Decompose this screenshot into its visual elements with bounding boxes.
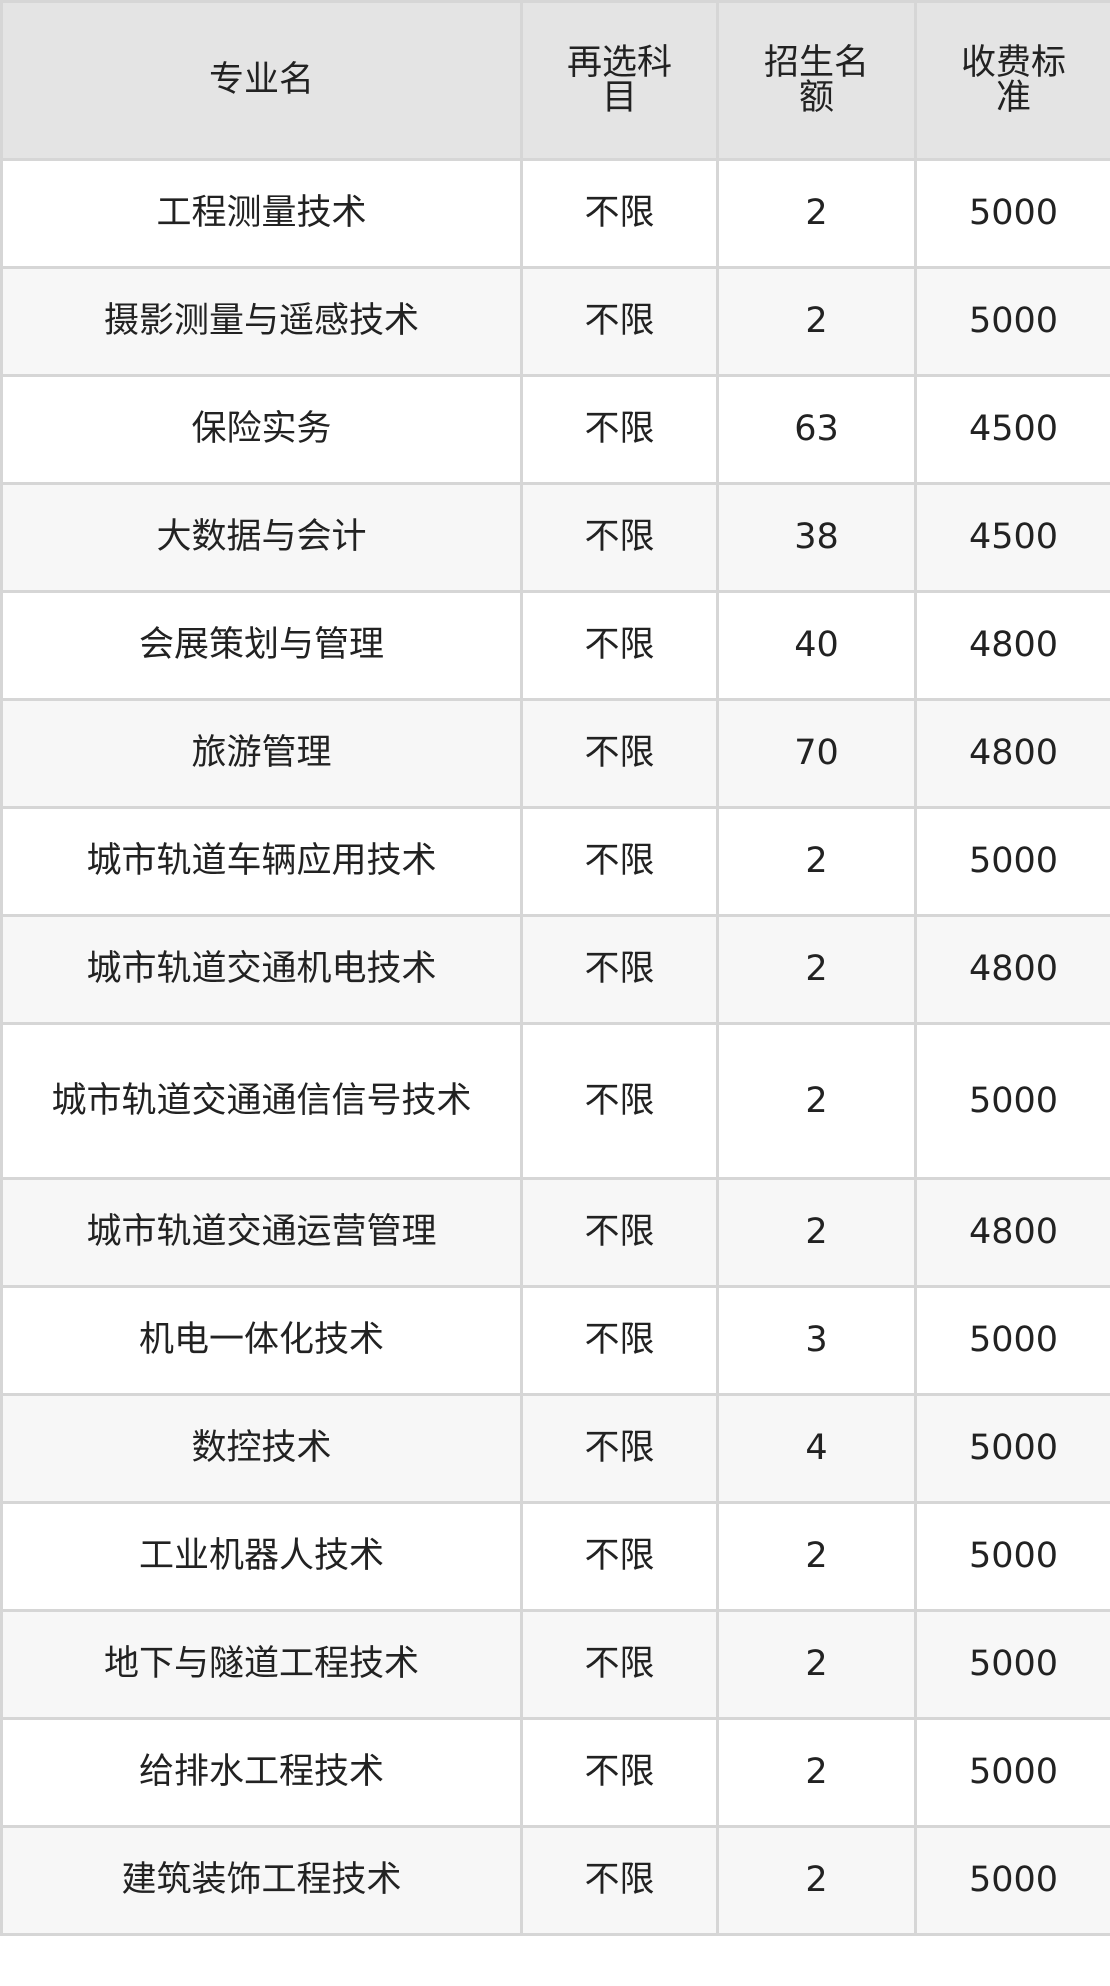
tuition-cell: 4500: [914, 374, 1110, 485]
header-elective-subject: 再选科目: [520, 0, 719, 161]
enrollment-quota-cell: 2: [716, 158, 917, 269]
table-row: 给排水工程技术 不限 2 5000: [0, 1717, 1110, 1828]
tuition-cell: 5000: [914, 1022, 1110, 1180]
tuition-cell: 5000: [914, 1717, 1110, 1828]
elective-subject-cell: 不限: [520, 1177, 719, 1288]
enrollment-quota-cell: 2: [716, 1177, 917, 1288]
tuition-cell: 5000: [914, 1609, 1110, 1720]
tuition-cell: 4800: [914, 1177, 1110, 1288]
major-name-cell: 城市轨道交通机电技术: [0, 914, 523, 1025]
major-name-cell: 给排水工程技术: [0, 1717, 523, 1828]
elective-subject-cell: 不限: [520, 590, 719, 701]
major-name-cell: 大数据与会计: [0, 482, 523, 593]
enrollment-quota-cell: 70: [716, 698, 917, 809]
enrollment-quota-cell: 2: [716, 1717, 917, 1828]
enrollment-quota-cell: 2: [716, 1825, 917, 1936]
header-major-name: 专业名: [0, 0, 523, 161]
major-name-cell: 旅游管理: [0, 698, 523, 809]
table-row: 建筑装饰工程技术 不限 2 5000: [0, 1825, 1110, 1936]
enrollment-quota-cell: 4: [716, 1393, 917, 1504]
elective-subject-cell: 不限: [520, 1825, 719, 1936]
tuition-cell: 4800: [914, 590, 1110, 701]
header-tuition: 收费标准: [914, 0, 1110, 161]
table-row: 数控技术 不限 4 5000: [0, 1393, 1110, 1504]
major-name-cell: 城市轨道交通运营管理: [0, 1177, 523, 1288]
table-row: 旅游管理 不限 70 4800: [0, 698, 1110, 809]
elective-subject-cell: 不限: [520, 1393, 719, 1504]
enrollment-quota-cell: 40: [716, 590, 917, 701]
tuition-cell: 5000: [914, 1825, 1110, 1936]
major-name-cell: 工业机器人技术: [0, 1501, 523, 1612]
tuition-cell: 4800: [914, 914, 1110, 1025]
enrollment-quota-cell: 2: [716, 1022, 917, 1180]
table-row: 城市轨道车辆应用技术 不限 2 5000: [0, 806, 1110, 917]
major-name-cell: 地下与隧道工程技术: [0, 1609, 523, 1720]
table-row: 工业机器人技术 不限 2 5000: [0, 1501, 1110, 1612]
enrollment-quota-cell: 2: [716, 1609, 917, 1720]
major-name-cell: 建筑装饰工程技术: [0, 1825, 523, 1936]
table-row: 摄影测量与遥感技术 不限 2 5000: [0, 266, 1110, 377]
tuition-cell: 5000: [914, 1285, 1110, 1396]
enrollment-quota-cell: 38: [716, 482, 917, 593]
elective-subject-cell: 不限: [520, 266, 719, 377]
elective-subject-cell: 不限: [520, 158, 719, 269]
table-row: 大数据与会计 不限 38 4500: [0, 482, 1110, 593]
enrollment-quota-cell: 2: [716, 914, 917, 1025]
header-row: 专业名 再选科目 招生名额 收费标准: [0, 0, 1110, 161]
elective-subject-cell: 不限: [520, 698, 719, 809]
tuition-cell: 5000: [914, 158, 1110, 269]
tuition-cell: 4800: [914, 698, 1110, 809]
table-row: 地下与隧道工程技术 不限 2 5000: [0, 1609, 1110, 1720]
tuition-cell: 5000: [914, 1393, 1110, 1504]
elective-subject-cell: 不限: [520, 1609, 719, 1720]
major-name-cell: 会展策划与管理: [0, 590, 523, 701]
elective-subject-cell: 不限: [520, 806, 719, 917]
elective-subject-cell: 不限: [520, 1022, 719, 1180]
table-row: 城市轨道交通通信信号技术 不限 2 5000: [0, 1022, 1110, 1180]
header-enrollment-quota: 招生名额: [716, 0, 917, 161]
tuition-cell: 4500: [914, 482, 1110, 593]
tuition-cell: 5000: [914, 806, 1110, 917]
tuition-cell: 5000: [914, 266, 1110, 377]
table-row: 保险实务 不限 63 4500: [0, 374, 1110, 485]
major-name-cell: 摄影测量与遥感技术: [0, 266, 523, 377]
table-row: 城市轨道交通机电技术 不限 2 4800: [0, 914, 1110, 1025]
elective-subject-cell: 不限: [520, 1285, 719, 1396]
elective-subject-cell: 不限: [520, 482, 719, 593]
major-name-cell: 城市轨道交通通信信号技术: [0, 1022, 523, 1180]
enrollment-quota-cell: 2: [716, 1501, 917, 1612]
major-name-cell: 工程测量技术: [0, 158, 523, 269]
enrollment-quota-cell: 3: [716, 1285, 917, 1396]
major-name-cell: 城市轨道车辆应用技术: [0, 806, 523, 917]
table-row: 工程测量技术 不限 2 5000: [0, 158, 1110, 269]
tuition-cell: 5000: [914, 1501, 1110, 1612]
elective-subject-cell: 不限: [520, 374, 719, 485]
enrollment-quota-cell: 63: [716, 374, 917, 485]
table-row: 机电一体化技术 不限 3 5000: [0, 1285, 1110, 1396]
enrollment-quota-cell: 2: [716, 266, 917, 377]
elective-subject-cell: 不限: [520, 1717, 719, 1828]
major-name-cell: 机电一体化技术: [0, 1285, 523, 1396]
major-name-cell: 数控技术: [0, 1393, 523, 1504]
table-row: 城市轨道交通运营管理 不限 2 4800: [0, 1177, 1110, 1288]
elective-subject-cell: 不限: [520, 914, 719, 1025]
elective-subject-cell: 不限: [520, 1501, 719, 1612]
enrollment-quota-cell: 2: [716, 806, 917, 917]
major-name-cell: 保险实务: [0, 374, 523, 485]
majors-table: 专业名 再选科目 招生名额 收费标准 工程测量技术 不限 2 5000 摄影测量与遥感技…: [0, 0, 1110, 1936]
table-row: 会展策划与管理 不限 40 4800: [0, 590, 1110, 701]
